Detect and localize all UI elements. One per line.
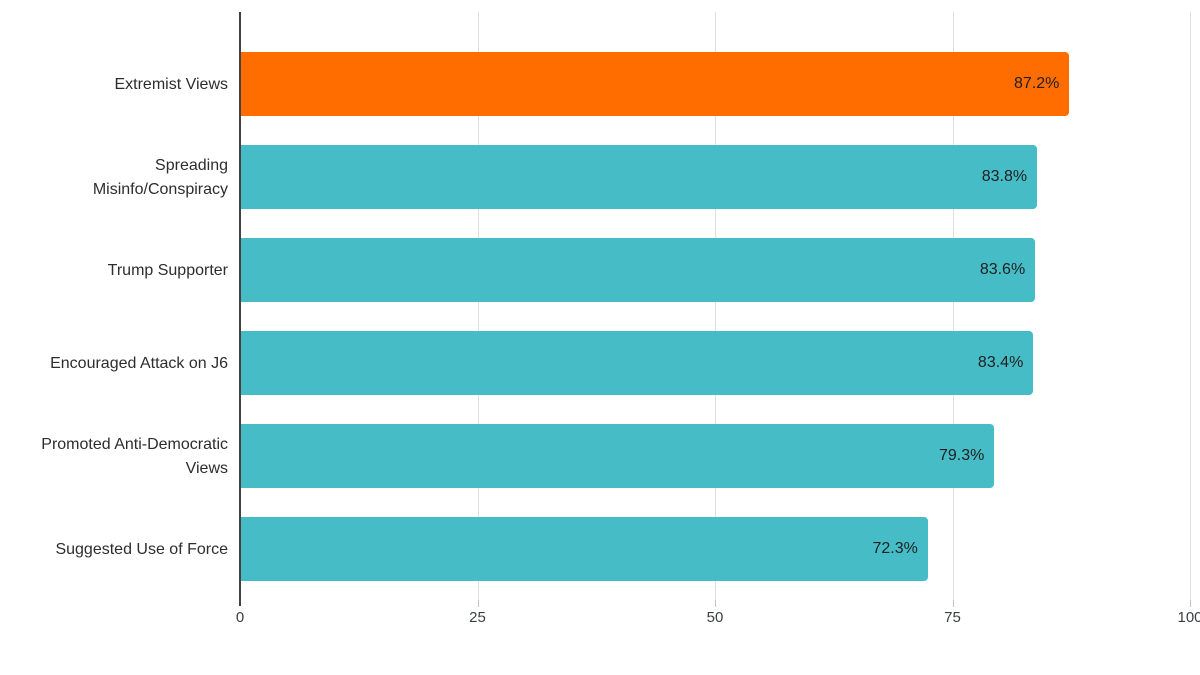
bar[interactable]: 87.2% bbox=[241, 52, 1070, 116]
bar[interactable]: 79.3% bbox=[241, 424, 995, 488]
gridline-x-75 bbox=[952, 12, 954, 600]
x-tick-label-25: 25 bbox=[469, 609, 486, 626]
bar[interactable]: 72.3% bbox=[241, 517, 928, 581]
x-tick-label-75: 75 bbox=[944, 609, 961, 626]
category-label: Encouraged Attack on J6 bbox=[50, 354, 228, 372]
x-tick-label-100: 100 bbox=[1177, 609, 1200, 626]
bar-value-label: 83.4% bbox=[977, 354, 1024, 371]
category-label: Promoted Anti-Democratic Views bbox=[41, 435, 228, 477]
bar[interactable]: 83.6% bbox=[241, 238, 1036, 302]
bar-row: Promoted Anti-Democratic Views 79.3% bbox=[0, 410, 1200, 503]
gridline-x-25 bbox=[477, 12, 479, 600]
bar-row: Trump Supporter 83.6% bbox=[0, 224, 1200, 317]
bar-value-label: 87.2% bbox=[1014, 75, 1060, 92]
category-label: Extremist Views bbox=[114, 75, 228, 93]
category-label: Spreading Misinfo/Conspiracy bbox=[92, 156, 228, 198]
bar-value-label: 79.3% bbox=[938, 447, 985, 464]
bar-value-label: 72.3% bbox=[872, 540, 918, 557]
tick-mark-x-50 bbox=[715, 600, 716, 607]
bar-row: Suggested Use of Force 72.3% bbox=[0, 503, 1200, 596]
x-tick-label-50: 50 bbox=[706, 609, 724, 626]
gridline-x-100 bbox=[1190, 12, 1191, 600]
bar-value-label: 83.8% bbox=[981, 168, 1028, 185]
bar[interactable]: 83.4% bbox=[241, 331, 1034, 395]
x-tick-label-0: 0 bbox=[235, 609, 245, 626]
tick-mark-x-100 bbox=[1190, 600, 1191, 607]
tick-mark-x-75 bbox=[952, 600, 954, 607]
bar-value-label: 83.6% bbox=[979, 261, 1026, 278]
y-axis-line bbox=[239, 12, 241, 606]
bar-row: Encouraged Attack on J6 83.4% bbox=[0, 317, 1200, 410]
category-label: Trump Supporter bbox=[107, 261, 228, 279]
bar-row: Extremist Views 87.2% bbox=[0, 38, 1200, 131]
category-label: Suggested Use of Force bbox=[55, 540, 228, 558]
bar-row: Spreading Misinfo/Conspiracy 83.8% bbox=[0, 131, 1200, 224]
gridline-x-50 bbox=[715, 12, 716, 600]
tick-mark-x-25 bbox=[477, 600, 479, 607]
bar[interactable]: 83.8% bbox=[241, 145, 1038, 209]
